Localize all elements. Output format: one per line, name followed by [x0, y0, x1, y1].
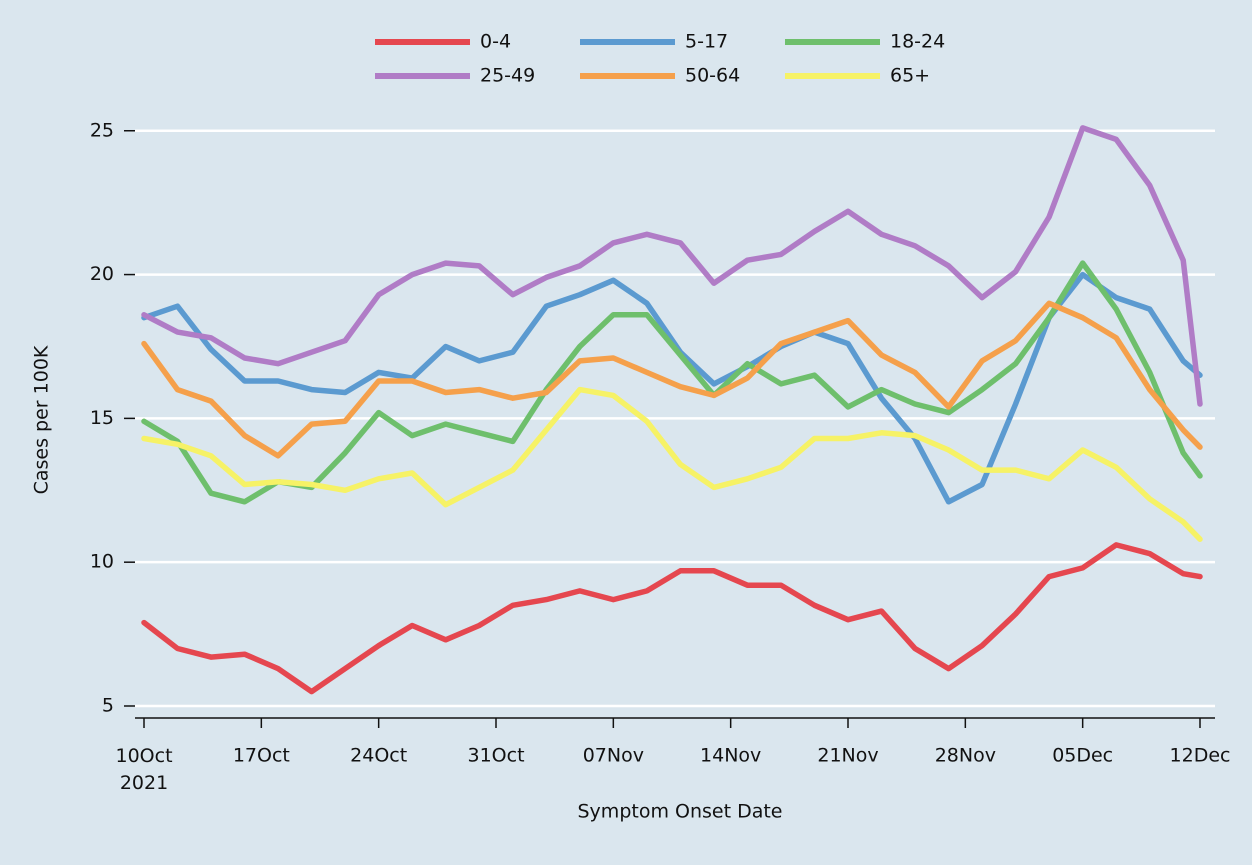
- y-tick-label: 20: [90, 263, 114, 285]
- x-tick-label: 05Dec: [1052, 745, 1113, 767]
- x-tick-label: 10Oct 2021: [115, 745, 172, 794]
- legend-label: 5-17: [685, 31, 728, 53]
- x-tick-label: 28Nov: [935, 745, 996, 767]
- x-axis-label: Symptom Onset Date: [578, 801, 783, 823]
- series-line: [141, 386, 1203, 542]
- series-line: [141, 300, 1203, 459]
- legend-label: 25-49: [480, 65, 535, 87]
- series-line: [141, 125, 1203, 407]
- y-axis-label: Cases per 100K: [31, 345, 53, 494]
- series-line: [141, 260, 1203, 505]
- legend-label: 65+: [890, 65, 930, 87]
- x-tick-label: 12Dec: [1170, 745, 1231, 767]
- y-tick-label: 15: [90, 407, 114, 429]
- y-tick-label: 25: [90, 119, 114, 141]
- x-tick-label: 31Oct: [467, 745, 524, 767]
- x-tick-label: 24Oct: [350, 745, 407, 767]
- x-tick-label: 17Oct: [233, 745, 290, 767]
- series-line: [141, 542, 1203, 695]
- y-tick-label: 10: [90, 551, 114, 573]
- y-tick-label: 5: [102, 694, 114, 716]
- legend-label: 50-64: [685, 65, 740, 87]
- legend-label: 0-4: [480, 31, 511, 53]
- x-tick-label: 07Nov: [583, 745, 644, 767]
- legend-label: 18-24: [890, 31, 945, 53]
- x-tick-label: 21Nov: [817, 745, 878, 767]
- x-tick-label: 14Nov: [700, 745, 761, 767]
